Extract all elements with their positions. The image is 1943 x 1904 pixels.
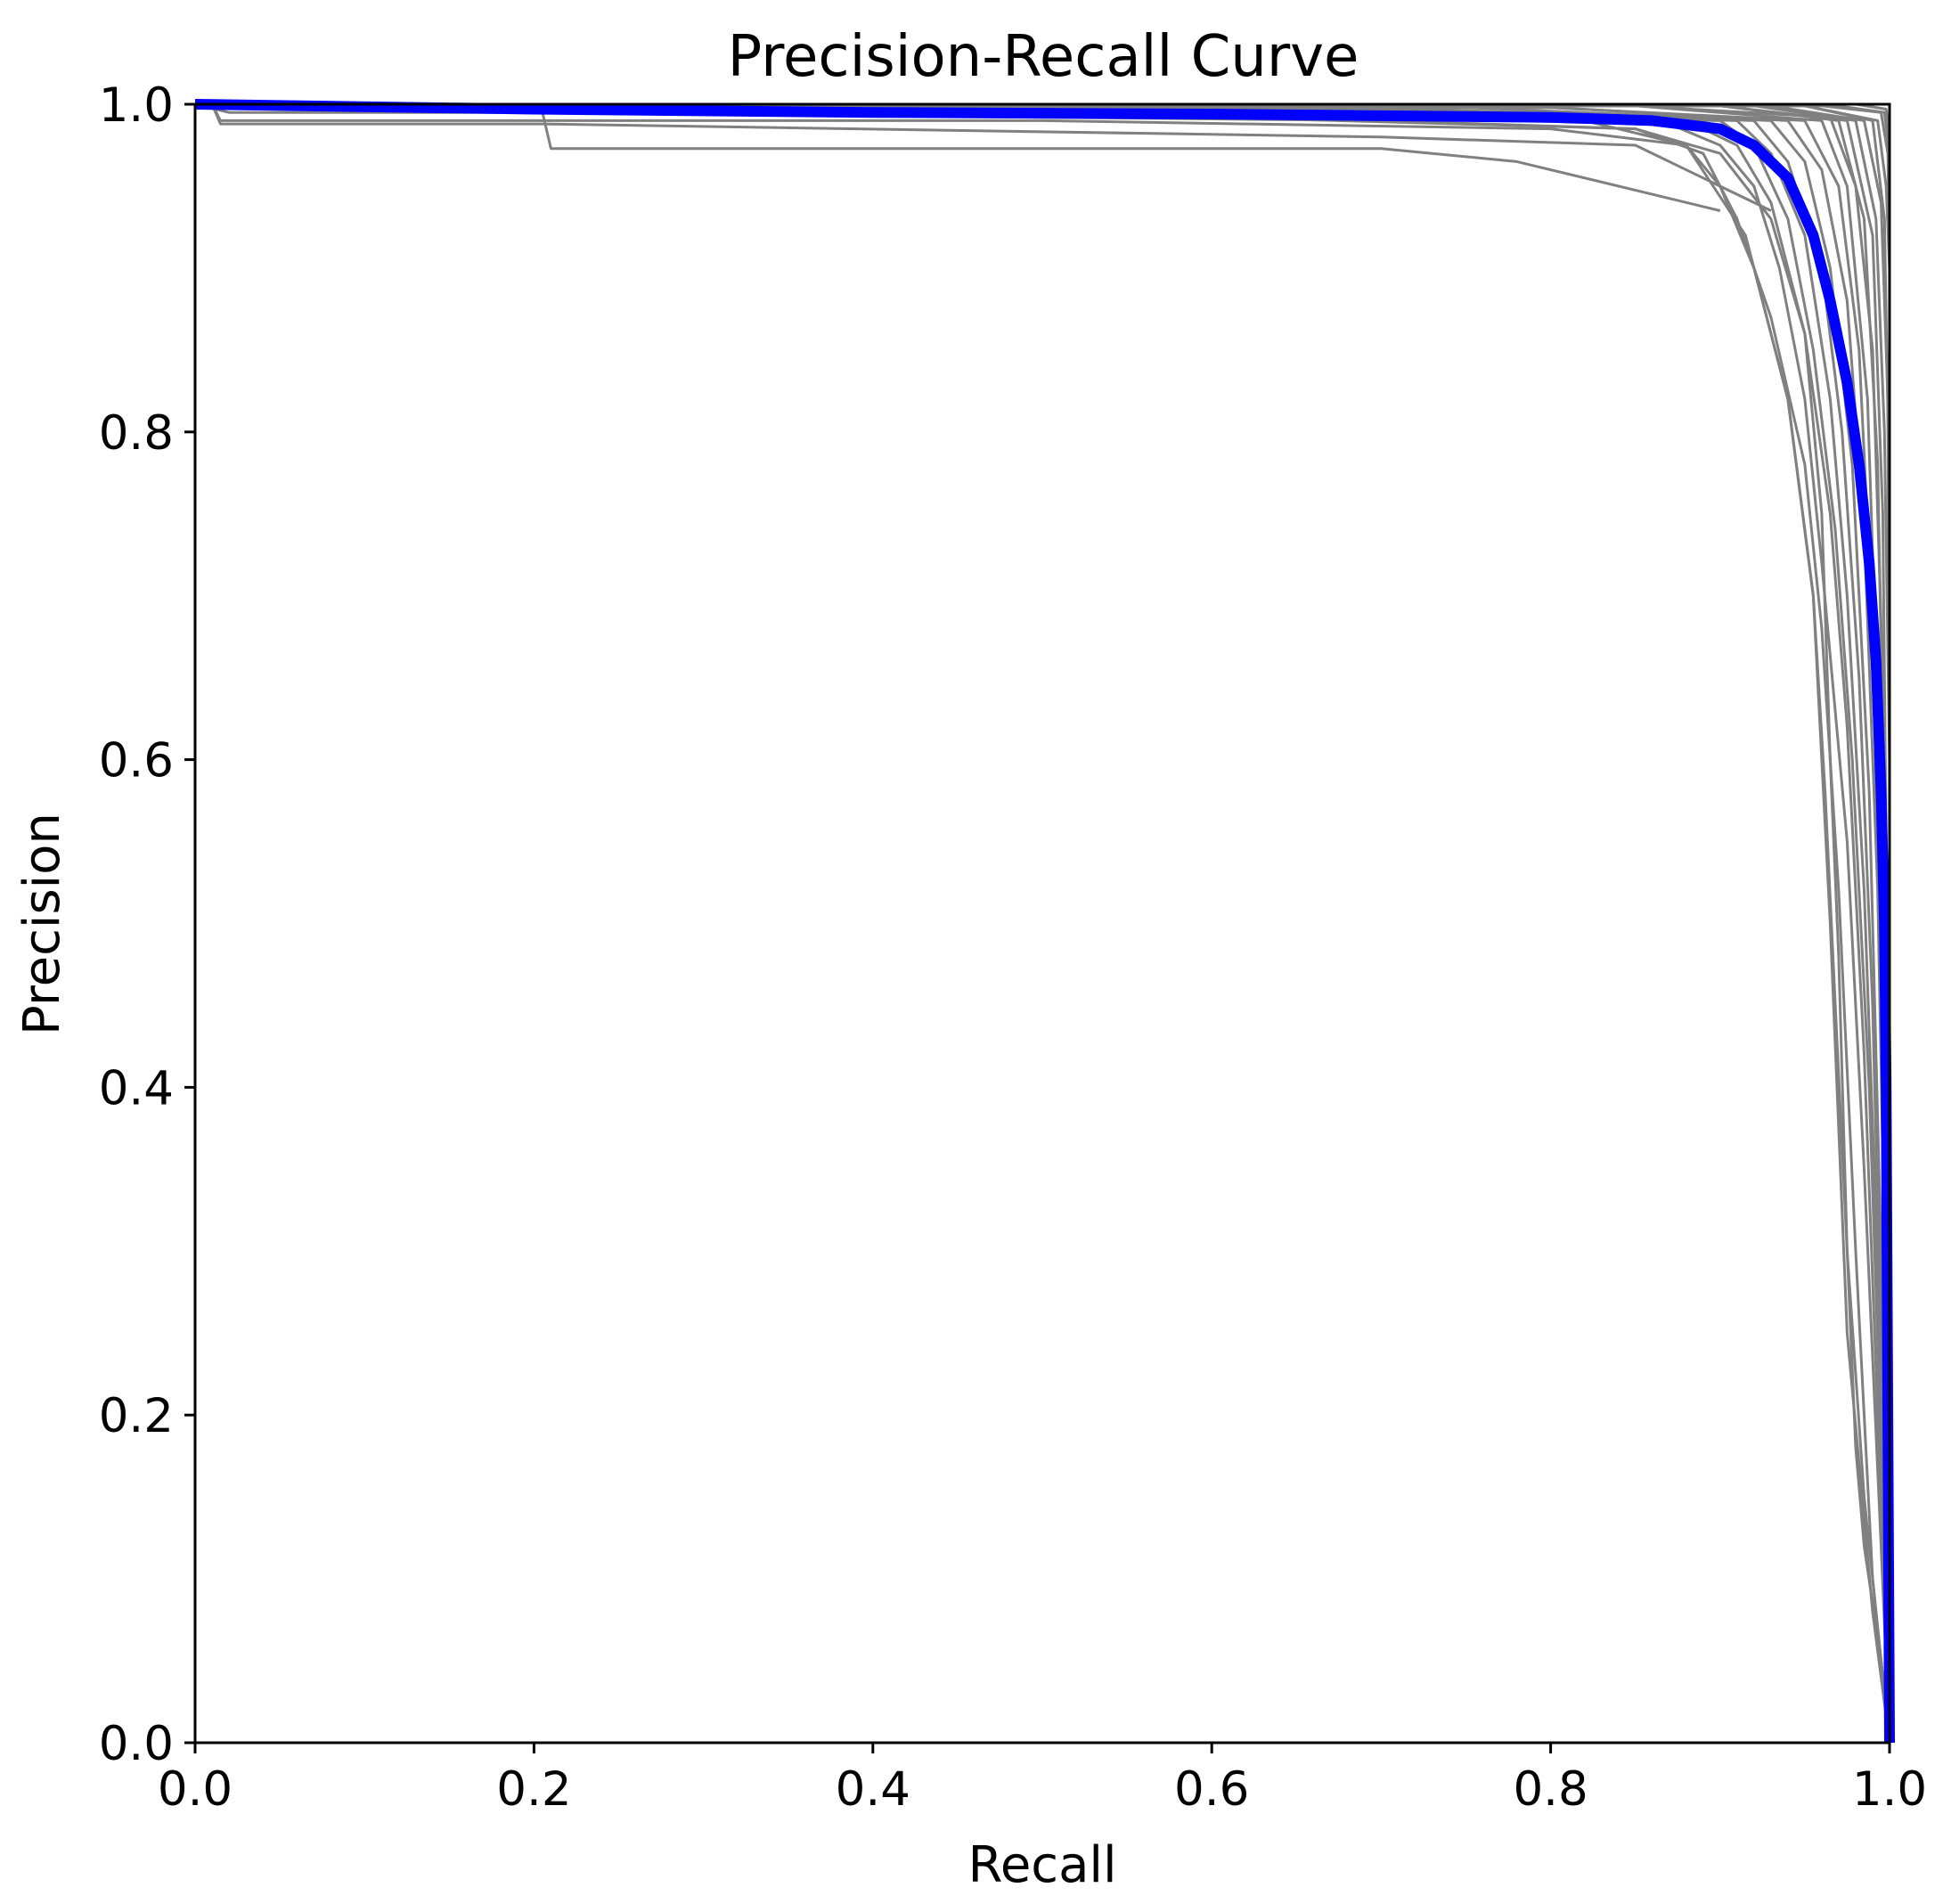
class-curve-3 bbox=[195, 102, 1891, 1744]
y-tick-label: 0.2 bbox=[99, 1389, 174, 1443]
class-curve-18 bbox=[194, 102, 1891, 1743]
class-curve-25 bbox=[194, 102, 1891, 1744]
x-axis-ticks: 0.0 0.2 0.4 0.6 0.8 1.0 bbox=[158, 1743, 1927, 1817]
class-curve-17 bbox=[194, 102, 1891, 1743]
class-curve-6 bbox=[194, 102, 1891, 1744]
x-tick-label: 0.0 bbox=[158, 1762, 233, 1817]
class-curve-20 bbox=[194, 102, 1891, 1743]
class-curve-10 bbox=[194, 102, 1891, 1744]
class-curve-7 bbox=[194, 102, 1891, 1744]
class-curve-14 bbox=[194, 102, 1891, 1744]
x-tick-label: 0.6 bbox=[1174, 1762, 1249, 1817]
y-axis-label: Precision bbox=[13, 813, 71, 1035]
class-curve-12 bbox=[194, 102, 1891, 1744]
axes-frame bbox=[193, 102, 1891, 1745]
class-curve-21 bbox=[194, 102, 1891, 1743]
x-tick-label: 0.8 bbox=[1513, 1762, 1588, 1817]
class-curve-8 bbox=[194, 102, 1891, 1744]
y-tick-label: 0.6 bbox=[99, 734, 174, 789]
y-tick-label: 1.0 bbox=[99, 78, 174, 133]
chart-title: Precision-Recall Curve bbox=[728, 24, 1359, 90]
class-curve-15 bbox=[194, 102, 1891, 1744]
class-curve-2 bbox=[194, 102, 1721, 212]
x-tick-label: 0.2 bbox=[496, 1762, 571, 1817]
x-axis-label: Recall bbox=[967, 1836, 1116, 1894]
y-tick-label: 0.8 bbox=[99, 406, 174, 461]
y-axis-ticks: 0.0 0.2 0.4 0.6 0.8 1.0 bbox=[99, 78, 195, 1771]
class-curve-16 bbox=[194, 102, 1891, 1744]
class-curve-24 bbox=[194, 102, 1891, 1744]
class-curve-4 bbox=[194, 102, 1891, 1744]
x-tick-label: 1.0 bbox=[1852, 1762, 1927, 1817]
y-tick-label: 0.0 bbox=[99, 1717, 174, 1771]
class-curve-22 bbox=[194, 102, 1891, 1743]
overall-curve bbox=[194, 99, 1895, 1744]
plot-series-group bbox=[194, 99, 1895, 1744]
class-curve-11 bbox=[194, 102, 1891, 1744]
class-curve-23 bbox=[195, 102, 1891, 1743]
class-curve-5 bbox=[194, 102, 1891, 1744]
y-tick-label: 0.4 bbox=[99, 1061, 174, 1115]
class-curve-13 bbox=[194, 102, 1891, 1744]
x-tick-label: 0.4 bbox=[836, 1762, 910, 1817]
class-curve-19 bbox=[194, 102, 1891, 1743]
class-curve-9 bbox=[194, 102, 1891, 1744]
